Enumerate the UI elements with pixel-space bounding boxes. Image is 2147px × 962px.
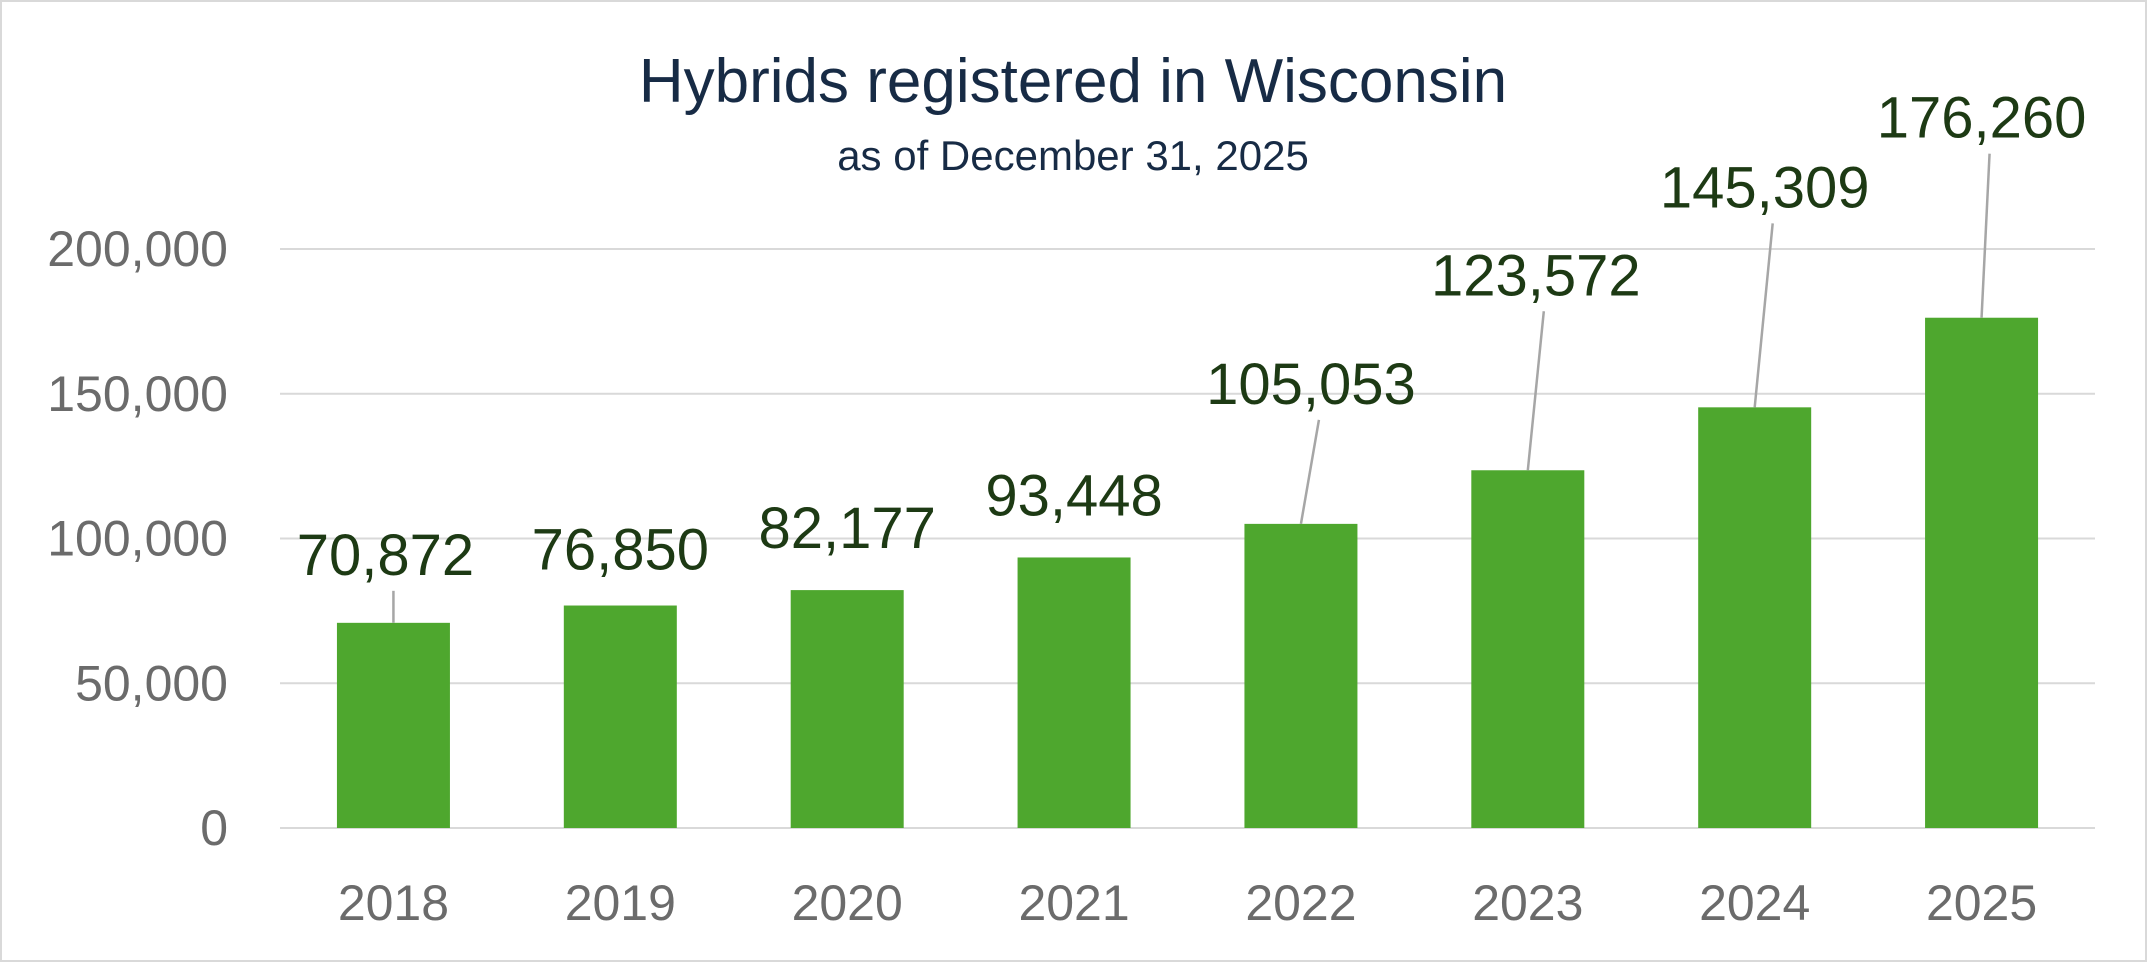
data-label: 176,260 (1877, 86, 2087, 151)
y-tick-label: 200,000 (47, 221, 228, 277)
data-label-leader (1980, 153, 1991, 318)
bar (1244, 523, 1358, 828)
chart-title: Hybrids registered in Wisconsin (639, 47, 1507, 116)
bar (1698, 407, 1812, 828)
x-tick-label: 2020 (792, 875, 903, 931)
chart-subtitle: as of December 31, 2025 (837, 132, 1309, 179)
x-tick-label: 2023 (1472, 875, 1583, 931)
bars (336, 317, 2039, 828)
data-label: 93,448 (985, 463, 1162, 528)
bar (1017, 557, 1131, 828)
y-tick-label: 100,000 (47, 511, 228, 567)
y-tick-label: 150,000 (47, 366, 228, 422)
y-tick-label: 50,000 (75, 655, 228, 711)
data-label-leader (1299, 419, 1321, 525)
data-label-leader (1526, 311, 1546, 471)
data-label: 82,177 (758, 496, 935, 561)
x-tick-label: 2021 (1018, 875, 1129, 931)
bar (790, 590, 904, 828)
y-axis: 0 50,000 100,000 150,000 200,000 (47, 221, 228, 856)
data-label-leader (1753, 223, 1774, 408)
bar (1925, 317, 2039, 828)
x-tick-label: 2024 (1699, 875, 1810, 931)
x-tick-label: 2019 (565, 875, 676, 931)
data-label: 145,309 (1660, 155, 1870, 220)
bar (1471, 470, 1585, 828)
data-label-leaders (392, 153, 1991, 623)
x-tick-label: 2025 (1926, 875, 2037, 931)
bar (563, 605, 677, 828)
data-label: 123,572 (1431, 243, 1641, 308)
data-label: 105,053 (1206, 352, 1416, 417)
x-axis: 2018 2019 2020 2021 2022 2023 2024 2025 (338, 875, 2037, 931)
x-tick-label: 2018 (338, 875, 449, 931)
data-label: 76,850 (532, 518, 709, 583)
x-tick-label: 2022 (1245, 875, 1356, 931)
bar (336, 622, 450, 828)
y-tick-label: 0 (200, 800, 228, 856)
data-label: 70,872 (297, 523, 474, 588)
